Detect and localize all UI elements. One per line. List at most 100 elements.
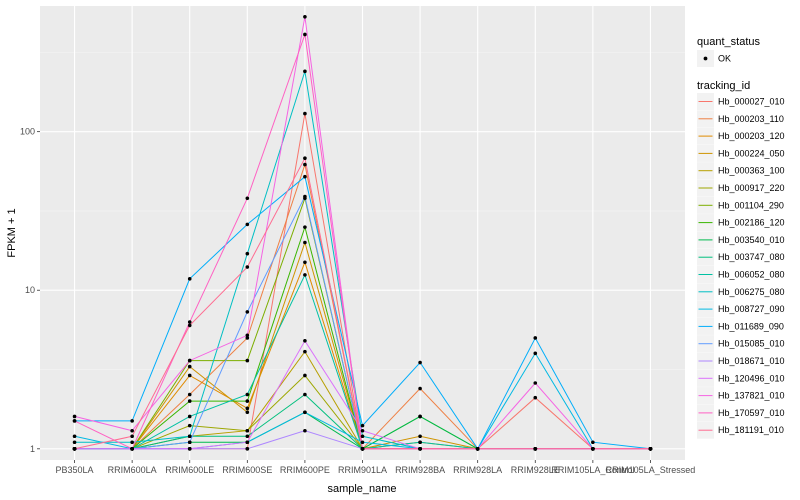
data-point-Hb_006052_080 (245, 392, 250, 397)
data-point-Hb_000203_120 (187, 373, 192, 378)
legend-label-Hb_011689_090: Hb_011689_090 (718, 321, 784, 331)
data-point-Hb_170597_010 (187, 320, 192, 324)
data-point-Hb_000203_110 (187, 392, 192, 397)
data-point-Hb_015085_010 (187, 440, 192, 445)
data-point-Hb_011689_090 (187, 277, 192, 281)
data-point-Hb_002186_120 (245, 399, 250, 403)
data-point-Hb_000203_120 (245, 406, 250, 411)
legend-label-OK: OK (718, 54, 731, 64)
data-point-Hb_006052_080 (187, 414, 192, 419)
data-point-Hb_181191_010 (130, 434, 134, 439)
data-point-Hb_000917_220 (187, 423, 192, 428)
data-point-Hb_137821_010 (72, 414, 77, 419)
data-point-Hb_170597_010 (130, 447, 134, 451)
data-point-Hb_170597_010 (245, 196, 250, 201)
data-point-Hb_011689_090 (533, 336, 538, 340)
data-point-Hb_181191_010 (360, 447, 365, 451)
data-point-Hb_000224_050 (187, 364, 192, 369)
legend-label-Hb_001104_290: Hb_001104_290 (718, 200, 784, 210)
data-point-Hb_006275_080 (130, 440, 134, 445)
data-point-Hb_006275_080 (187, 434, 192, 439)
data-point-Hb_181191_010 (418, 447, 422, 451)
legend-shape-entries: OK (697, 50, 731, 67)
data-point-Hb_000203_110 (418, 386, 422, 391)
data-point-Hb_006275_080 (303, 69, 307, 74)
data-point-Hb_011689_090 (418, 360, 422, 365)
data-point-Hb_000363_100 (303, 349, 307, 354)
legend-label-Hb_006275_080: Hb_006275_080 (718, 287, 785, 297)
y-axis: 1 10 100 (20, 127, 40, 454)
data-point-Hb_011689_090 (303, 174, 307, 179)
y-tick-label: 1 (30, 444, 35, 454)
data-point-Hb_000917_220 (245, 428, 250, 433)
x-tick-label: RRIM928LE (511, 465, 560, 475)
y-axis-title: FPKM + 1 (6, 208, 18, 257)
legend-color-entries: Hb_000027_010 Hb_000203_110 Hb_000203_120 H… (697, 93, 785, 439)
data-point-Hb_000917_220 (303, 373, 307, 378)
data-point-Hb_000027_010 (303, 111, 307, 116)
data-point-Hb_015085_010 (303, 194, 307, 199)
x-tick-label: RRIM105LA_Control (551, 465, 634, 475)
data-point-Hb_170597_010 (72, 419, 77, 423)
legend-label-Hb_003747_080: Hb_003747_080 (718, 252, 785, 262)
data-point-Hb_000203_120 (303, 260, 307, 265)
data-point-Hb_008727_090 (360, 440, 365, 445)
data-point-Hb_006275_080 (72, 440, 77, 445)
x-axis: PB350LA RRIM600LA RRIM600LE RRIM600SE RRIM60… (56, 460, 696, 475)
data-point-Hb_011689_090 (130, 419, 134, 423)
data-point-Hb_000203_110 (245, 336, 250, 340)
x-tick-label: RRIM600LE (165, 465, 214, 475)
legend-label-Hb_000203_120: Hb_000203_120 (718, 131, 785, 141)
data-point-Hb_137821_010 (245, 333, 250, 338)
grid-lines (40, 6, 685, 460)
x-tick-label: PB350LA (56, 465, 94, 475)
data-point-Hb_000027_010 (533, 395, 538, 400)
data-point-Hb_000203_110 (303, 162, 307, 167)
data-point-Hb_137821_010 (187, 358, 192, 363)
data-point-Hb_006052_080 (418, 440, 422, 445)
x-tick-label: RRIM928LA (453, 465, 502, 475)
data-point-Hb_018671_010 (303, 428, 307, 433)
legend-label-Hb_170597_010: Hb_170597_010 (718, 408, 785, 418)
data-point-Hb_137821_010 (303, 15, 307, 19)
data-point-Hb_181191_010 (245, 265, 250, 269)
legend-label-Hb_015085_010: Hb_015085_010 (718, 339, 785, 349)
legend-label-Hb_008727_090: Hb_008727_090 (718, 304, 785, 314)
legend-label-Hb_018671_010: Hb_018671_010 (718, 356, 785, 366)
data-point-Hb_003540_010 (418, 414, 422, 419)
data-point-Hb_181191_010 (187, 323, 192, 328)
data-point-Hb_181191_010 (533, 447, 538, 451)
x-tick-label: RRIM105LA_Stressed (606, 465, 696, 475)
x-tick-label: RRIM901LA (338, 465, 387, 475)
data-point-Hb_008727_090 (72, 434, 77, 439)
data-point-Hb_006052_080 (303, 273, 307, 277)
legend-label-Hb_137821_010: Hb_137821_010 (718, 391, 785, 401)
data-point-Hb_001104_290 (245, 358, 250, 363)
data-point-Hb_000224_050 (303, 240, 307, 245)
data-point-Hb_000224_050 (418, 434, 422, 439)
x-tick-label: RRIM600LA (108, 465, 157, 475)
data-point-Hb_008727_090 (303, 410, 307, 415)
legend: quant_status tracking_id OK Hb_000027_01… (697, 36, 785, 439)
x-tick-label: RRIM600SE (222, 465, 272, 475)
legend-label-Hb_000224_050: Hb_000224_050 (718, 148, 785, 158)
data-point-Hb_181191_010 (475, 447, 480, 451)
data-point-Hb_002186_120 (187, 399, 192, 403)
x-tick-label: RRIM600PE (280, 465, 330, 475)
x-tick-label: RRIM928BA (395, 465, 445, 475)
data-point-Hb_120496_010 (187, 447, 192, 451)
data-point-Hb_003747_080 (245, 434, 250, 439)
data-point-Hb_181191_010 (591, 447, 595, 451)
legend-title-tracking-id: tracking_id (697, 80, 750, 92)
legend-label-Hb_000363_100: Hb_000363_100 (718, 166, 785, 176)
data-point-Hb_137821_010 (130, 428, 134, 433)
data-point-Hb_008727_090 (533, 351, 538, 356)
legend-label-Hb_120496_010: Hb_120496_010 (718, 373, 785, 383)
data-point-Hb_181191_010 (648, 447, 653, 451)
legend-label-Hb_006052_080: Hb_006052_080 (718, 270, 785, 280)
data-point-Hb_181191_010 (72, 447, 77, 451)
legend-label-Hb_002186_120: Hb_002186_120 (718, 218, 785, 228)
data-point-Hb_181191_010 (303, 156, 307, 161)
legend-label-Hb_000027_010: Hb_000027_010 (718, 97, 785, 107)
